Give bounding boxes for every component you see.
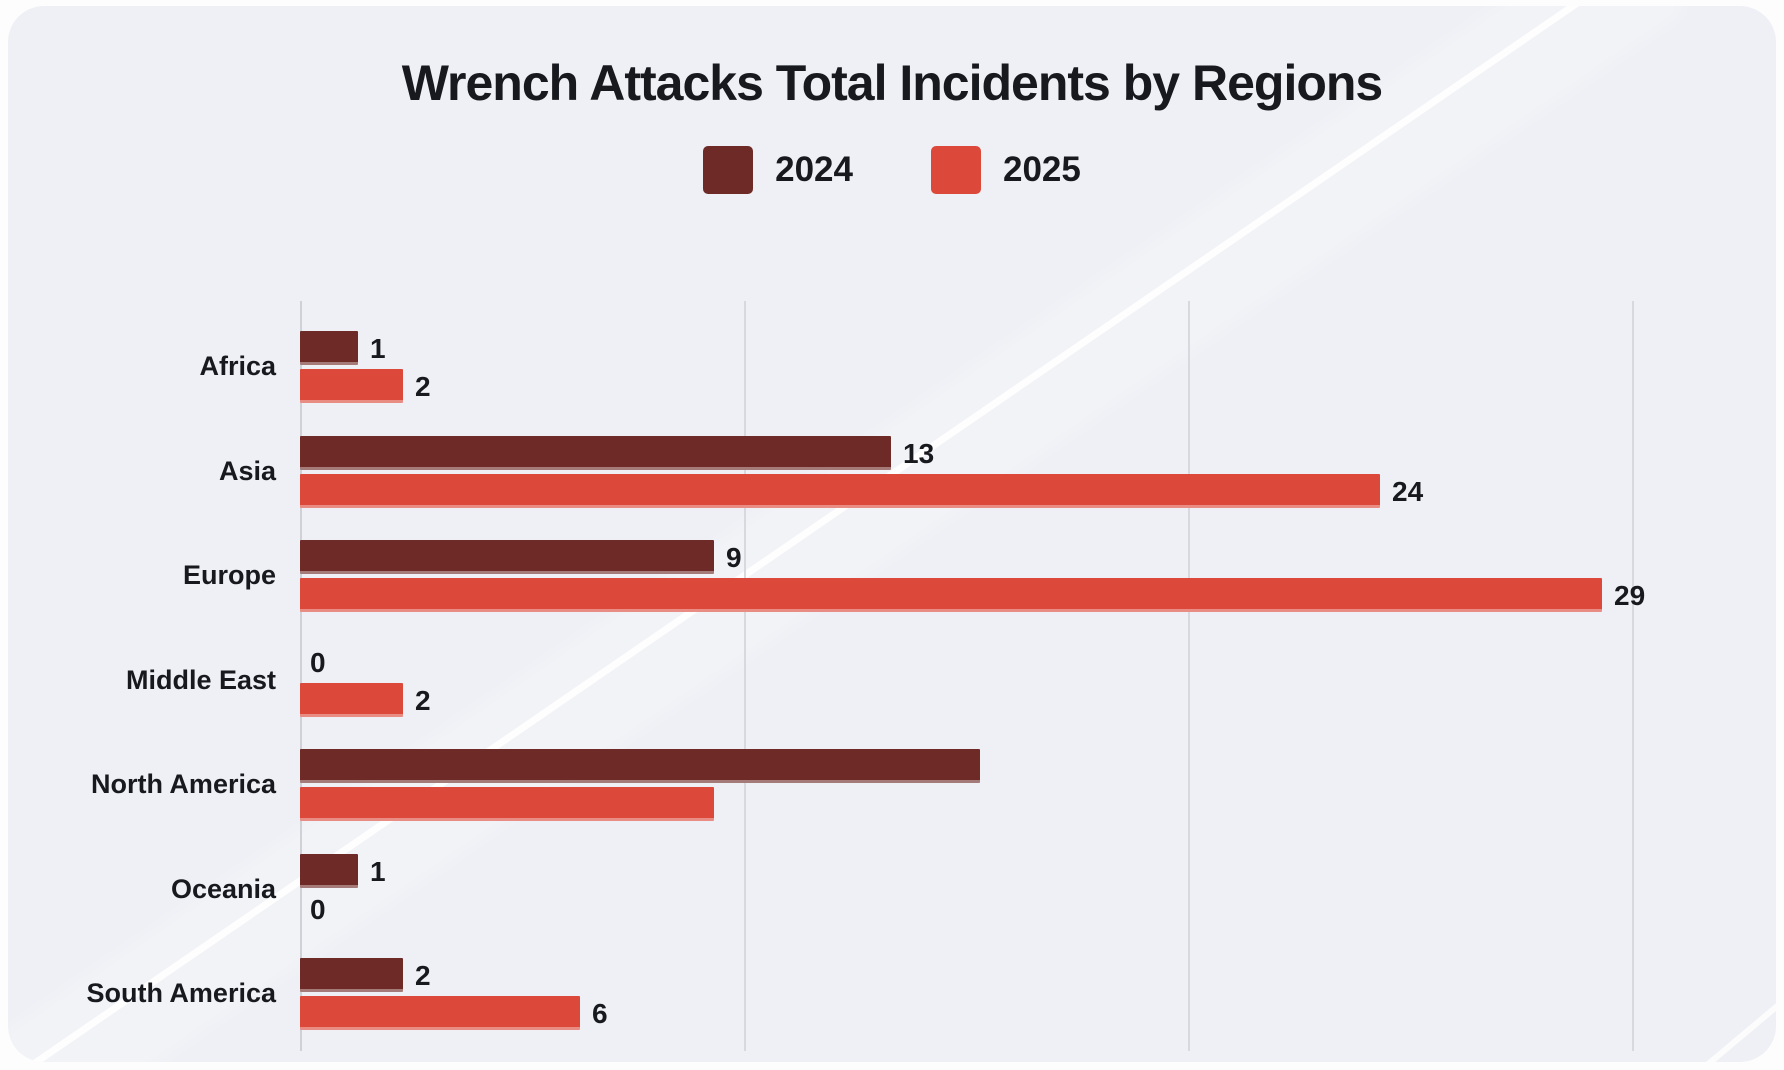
value-label-2025-europe: 29	[1614, 580, 1646, 611]
value-label-2024-asia: 13	[903, 438, 935, 469]
value-label-2024-middle-east: 0	[310, 647, 326, 678]
bar-2024-oceania	[300, 854, 358, 888]
legend-swatch-2024	[703, 146, 754, 194]
value-label-2025-africa: 2	[415, 371, 431, 402]
legend-item-2025: 2025	[931, 146, 1081, 194]
value-label-2024-africa: 1	[370, 333, 386, 364]
value-label-2025-south-america: 6	[592, 998, 608, 1029]
chart-legend: 2024 2025	[8, 146, 1776, 194]
bar-2025-north-america	[300, 787, 714, 821]
bar-2025-africa	[300, 369, 403, 403]
value-label-2025-oceania: 0	[310, 894, 326, 925]
value-label-2025-asia: 24	[1392, 476, 1424, 507]
chart-title: Wrench Attacks Total Incidents by Region…	[401, 55, 1383, 111]
category-label-south-america: South America	[86, 978, 276, 1008]
gridline	[744, 301, 746, 1051]
bar-2025-south-america	[300, 996, 580, 1030]
legend-swatch-2025	[931, 146, 981, 194]
value-label-2024-south-america: 2	[415, 960, 431, 991]
category-label-middle-east: Middle East	[125, 665, 276, 695]
bar-2024-south-america	[300, 958, 403, 992]
bar-2024-europe	[300, 540, 714, 574]
chart-card: Wrench Attacks Total Incidents by Region…	[8, 6, 1776, 1062]
value-label-2025-middle-east: 2	[415, 685, 431, 716]
legend-item-2024: 2024	[703, 146, 853, 194]
legend-label-2025: 2025	[1003, 150, 1081, 189]
bar-2024-north-america	[300, 749, 980, 783]
category-label-north-america: North America	[90, 769, 276, 799]
category-label-africa: Africa	[199, 351, 276, 381]
bar-2025-asia	[300, 474, 1380, 508]
category-label-asia: Asia	[218, 456, 276, 486]
bar-2025-europe	[300, 578, 1602, 612]
gridline	[300, 301, 302, 1051]
category-label-europe: Europe	[182, 560, 276, 590]
category-label-oceania: Oceania	[170, 874, 276, 904]
gridline	[1188, 301, 1190, 1051]
value-label-2024-europe: 9	[726, 542, 742, 573]
bar-2025-middle-east	[300, 683, 403, 717]
value-label-2024-oceania: 1	[370, 856, 386, 887]
legend-label-2024: 2024	[775, 150, 853, 189]
plot-area: Africa 1 2 Asia 13 24 Europe 9 29 Middle East 0 2 No…	[8, 6, 1776, 1062]
bar-2024-asia	[300, 436, 891, 470]
gridline	[1632, 301, 1634, 1051]
bar-2024-africa	[300, 331, 358, 365]
